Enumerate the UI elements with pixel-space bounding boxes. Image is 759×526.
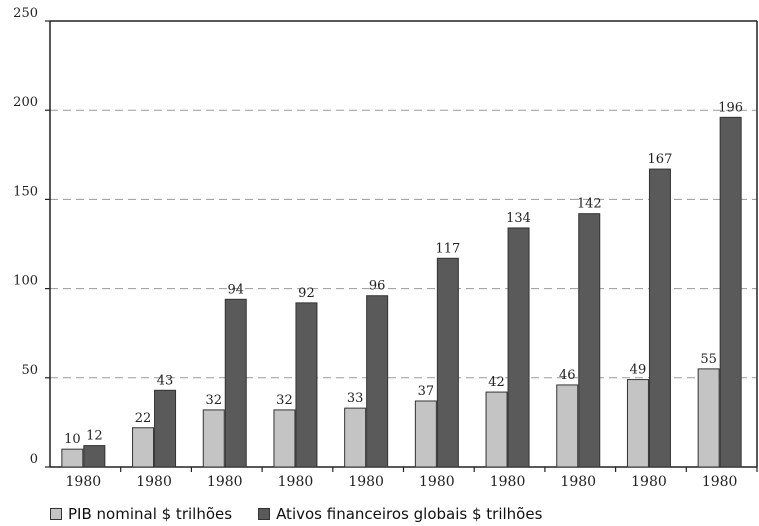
data-label-s0-9: 55 [700, 352, 717, 367]
x-tick-label-5: 1980 [419, 474, 455, 490]
bar-s0-2 [202, 409, 225, 468]
data-label-s0-4: 33 [347, 391, 364, 406]
legend-label-ativos: Ativos financeiros globais $ trilhões [276, 505, 543, 523]
x-tick-label-2: 1980 [207, 474, 243, 490]
data-label-s1-9: 196 [718, 100, 743, 115]
data-label-s0-6: 42 [488, 375, 505, 390]
bar-s1-8 [648, 168, 671, 468]
bar-s1-4 [366, 295, 389, 468]
bar-s1-2 [224, 298, 247, 468]
data-label-s1-4: 96 [369, 279, 386, 294]
bar-s1-1 [154, 389, 177, 468]
bar-s0-0 [61, 448, 84, 468]
bar-s0-6 [485, 391, 508, 468]
data-label-s1-1: 43 [157, 373, 174, 388]
data-labels: 10 12 22 43 32 94 32 92 33 96 37 117 42 134 46 142 49 167… [64, 100, 743, 447]
data-label-s0-8: 49 [630, 363, 647, 378]
y-tick-label-50: 50 [21, 363, 38, 378]
data-label-s1-6: 134 [506, 211, 531, 226]
data-label-s1-8: 167 [648, 152, 673, 167]
bar-s0-3 [273, 409, 296, 468]
bar-s0-1 [132, 427, 155, 468]
x-tick-label-1: 1980 [136, 474, 172, 490]
bar-s1-9 [719, 116, 742, 468]
data-label-s1-7: 142 [577, 197, 602, 212]
legend-item-pib: PIB nominal $ trilhões [50, 505, 232, 523]
x-tick-label-8: 1980 [631, 474, 667, 490]
x-tick-label-6: 1980 [490, 474, 526, 490]
bar-s0-9 [697, 368, 720, 468]
x-tick-label-9: 1980 [702, 474, 738, 490]
bar-s1-0 [83, 445, 106, 468]
bar-s1-5 [436, 257, 459, 468]
y-tick-label-100: 100 [13, 274, 38, 289]
y-tick-label-150: 150 [13, 184, 38, 199]
y-tick-label-0: 0 [30, 452, 38, 467]
legend-swatch-pib [50, 508, 62, 520]
y-tick-label-200: 200 [13, 95, 38, 110]
x-tick-label-3: 1980 [278, 474, 314, 490]
bar-s0-4 [344, 407, 367, 468]
x-tick-label-7: 1980 [560, 474, 596, 490]
legend-item-ativos: Ativos financeiros globais $ trilhões [258, 505, 542, 523]
bars [61, 116, 742, 468]
tick-labels: 0 50 100 150 200 250 1980 1980 1980 1980 1980 1980 1… [13, 6, 737, 490]
data-label-s0-3: 32 [276, 393, 293, 408]
x-tick-label-0: 1980 [66, 474, 102, 490]
data-label-s1-3: 92 [298, 286, 315, 301]
bar-s0-5 [414, 400, 437, 468]
bar-s1-7 [578, 213, 601, 468]
legend: PIB nominal $ trilhões Ativos financeiro… [50, 505, 568, 523]
legend-swatch-ativos [258, 508, 271, 520]
data-label-s0-1: 22 [135, 411, 152, 426]
bar-s1-3 [295, 302, 318, 468]
bar-s1-6 [507, 227, 530, 468]
x-tick-label-4: 1980 [348, 474, 384, 490]
gridlines [50, 109, 757, 379]
bar-s0-8 [626, 379, 649, 468]
data-label-s1-0: 12 [86, 429, 103, 444]
data-label-s1-5: 117 [435, 241, 460, 256]
legend-label-pib: PIB nominal $ trilhões [68, 505, 233, 523]
data-label-s0-2: 32 [205, 393, 222, 408]
data-label-s0-0: 10 [64, 432, 81, 447]
data-label-s1-2: 94 [227, 282, 244, 297]
bar-s0-7 [556, 384, 579, 468]
y-tick-label-250: 250 [13, 6, 38, 21]
data-label-s0-5: 37 [418, 384, 435, 399]
data-label-s0-7: 46 [559, 368, 576, 383]
